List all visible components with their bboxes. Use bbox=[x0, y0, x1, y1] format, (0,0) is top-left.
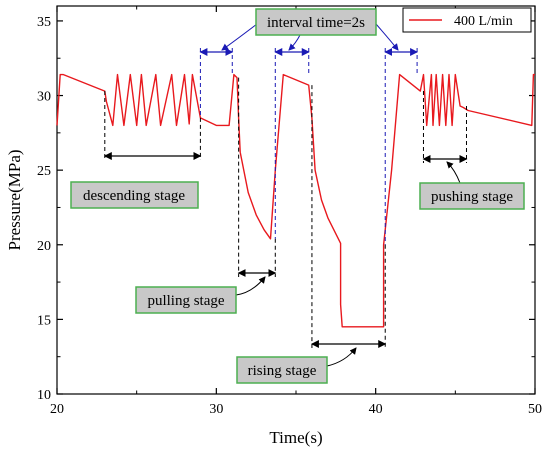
series-line bbox=[56, 73, 535, 328]
rising-stage-text: rising stage bbox=[248, 363, 317, 379]
x-tick-label: 50 bbox=[528, 402, 542, 417]
descending-stage-label: descending stage bbox=[70, 181, 199, 209]
y-tick-label: 30 bbox=[37, 90, 51, 105]
x-tick-label: 40 bbox=[369, 402, 383, 417]
legend: 400 L/min bbox=[402, 7, 532, 33]
pulling-stage-label: pulling stage bbox=[135, 286, 237, 314]
rising-pointer bbox=[326, 347, 357, 367]
y-tick-label: 20 bbox=[37, 239, 51, 254]
y-tick-label: 35 bbox=[37, 15, 51, 30]
annotation-layer bbox=[103, 23, 468, 367]
rising-stage-label: rising stage bbox=[236, 356, 328, 384]
pushing-stage-label: pushing stage bbox=[419, 182, 525, 210]
pulling-stage-box bbox=[135, 286, 237, 314]
pulling-pointer bbox=[235, 276, 266, 296]
y-axis-ticks: 10 15 20 25 30 35 bbox=[37, 15, 535, 403]
y-tick-label: 15 bbox=[37, 313, 51, 328]
x-axis-ticks: 20 30 40 50 bbox=[50, 6, 542, 417]
y-axis-title: Pressure(MPa) bbox=[5, 149, 24, 250]
descending-stage-box bbox=[70, 181, 199, 209]
interval-pointer-right bbox=[375, 23, 399, 51]
x-tick-label: 30 bbox=[209, 402, 223, 417]
x-axis-title: Time(s) bbox=[269, 428, 322, 447]
pulling-stage-text: pulling stage bbox=[147, 293, 224, 309]
x-tick-label: 20 bbox=[50, 402, 64, 417]
interval-pointer-middle bbox=[288, 34, 301, 51]
interval-pointer-left bbox=[221, 23, 258, 51]
interval-time-box bbox=[255, 8, 377, 36]
descending-stage-text: descending stage bbox=[83, 188, 185, 204]
y-tick-label: 10 bbox=[37, 388, 51, 403]
pushing-stage-text: pushing stage bbox=[431, 189, 513, 205]
y-tick-label: 25 bbox=[37, 164, 51, 179]
interval-time-label: interval time=2s bbox=[255, 8, 377, 36]
pushing-stage-box bbox=[419, 182, 525, 210]
series-layer bbox=[56, 73, 535, 328]
interval-time-text: interval time=2s bbox=[267, 15, 365, 31]
rising-stage-box bbox=[236, 356, 328, 384]
legend-entry-label: 400 L/min bbox=[454, 14, 513, 29]
pushing-pointer bbox=[446, 161, 461, 184]
